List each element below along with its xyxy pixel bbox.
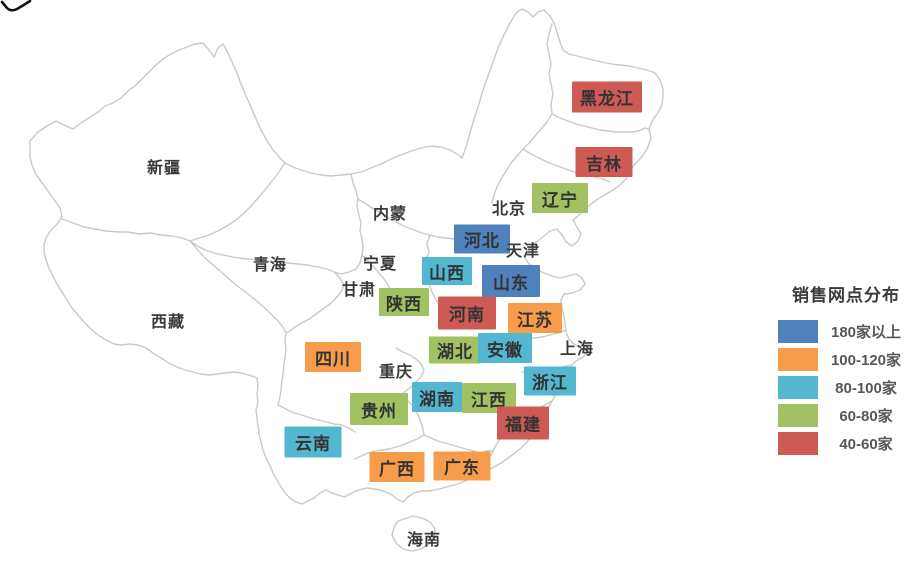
province-box-label: 湖北: [429, 336, 481, 364]
legend-label: 40-60家: [839, 436, 893, 453]
province-text-label: 重庆: [378, 364, 414, 381]
province-text-label: 海南: [406, 532, 442, 549]
province-box-label: 福建: [497, 406, 549, 440]
province-box-label: 河南: [438, 296, 496, 330]
legend-swatch: [778, 432, 818, 455]
province-text-label: 北京: [491, 201, 527, 218]
legend-title: 销售网点分布: [792, 286, 900, 305]
legend-label: 80-100家: [835, 380, 897, 397]
province-text-label: 上海: [559, 341, 595, 358]
province-box-label: 江苏: [508, 303, 562, 333]
province-box-label: 山西: [422, 257, 472, 285]
province-box-label: 湖南: [412, 382, 462, 412]
sales-legend: 销售网点分布 180家以上 100-120家 80-100家 60-80家 40-60家: [778, 281, 914, 460]
legend-item: 40-60家: [778, 432, 914, 455]
province-text-label: 内蒙: [372, 206, 408, 223]
province-box-label: 四川: [305, 342, 361, 372]
legend-item: 100-120家: [778, 348, 914, 371]
legend-item: 80-100家: [778, 376, 914, 399]
province-box-label: 广西: [369, 452, 425, 482]
legend-swatch: [778, 320, 818, 343]
province-text-label: 天津: [505, 243, 541, 260]
province-text-label: 青海: [252, 257, 288, 274]
province-box-label: 安徽: [478, 333, 532, 363]
legend-label: 180家以上: [830, 324, 902, 341]
china-outer-border: [29, 8, 664, 505]
province-box-label: 吉林: [575, 147, 633, 177]
legend-swatch: [778, 376, 818, 399]
province-box-label: 黑龙江: [572, 81, 642, 113]
province-box-label: 云南: [284, 426, 342, 458]
legend-label: 60-80家: [839, 408, 893, 425]
province-text-label: 西藏: [150, 314, 186, 331]
province-box-label: 广东: [433, 451, 491, 481]
province-box-label: 陕西: [379, 288, 429, 316]
hainan-island-outline: [391, 515, 436, 552]
legend-swatch: [778, 404, 818, 427]
province-box-label: 河北: [454, 224, 510, 254]
province-box-label: 辽宁: [532, 183, 588, 213]
legend-item: 180家以上: [778, 320, 914, 343]
province-box-label: 山东: [482, 265, 540, 297]
province-box-label: 浙江: [524, 366, 576, 396]
province-box-label: 贵州: [350, 393, 408, 425]
legend-label: 100-120家: [830, 352, 902, 369]
legend-items: 180家以上 100-120家 80-100家 60-80家 40-60家: [778, 320, 914, 455]
province-text-label: 宁夏: [362, 256, 398, 273]
legend-swatch: [778, 348, 818, 371]
province-text-label: 甘肃: [341, 282, 377, 299]
province-text-label: 新疆: [146, 160, 182, 177]
map-borders: [29, 8, 664, 552]
corner-scribble-icon: [0, 0, 32, 12]
legend-item: 60-80家: [778, 404, 914, 427]
